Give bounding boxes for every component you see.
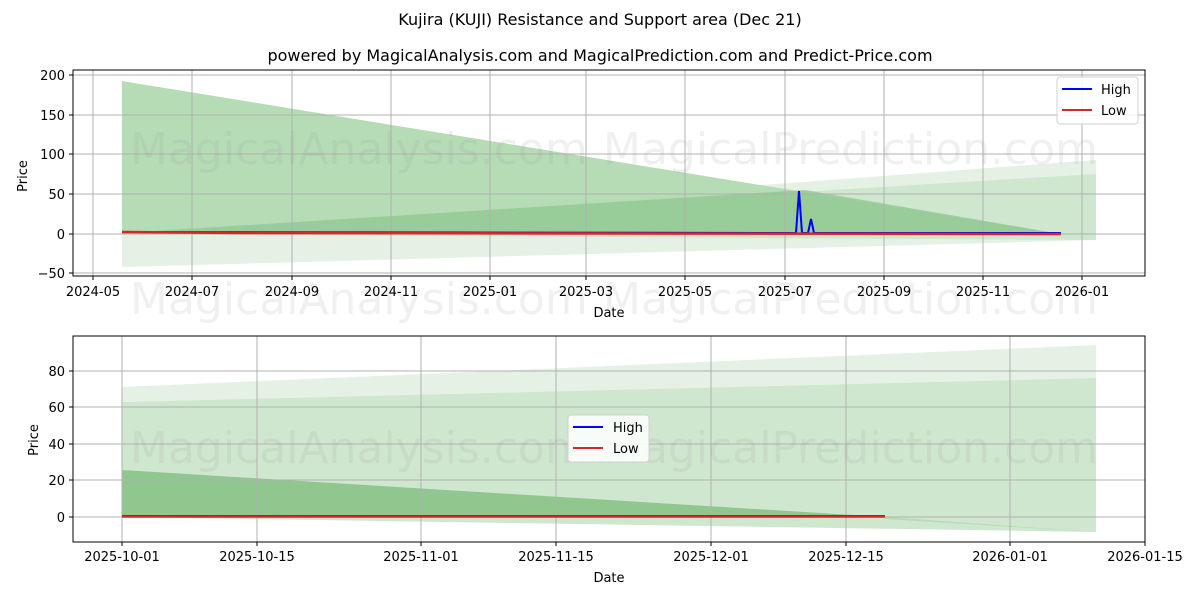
x-axis-label: Date <box>593 571 624 586</box>
legend-high-label: High <box>1101 83 1131 98</box>
series-low-line <box>121 230 1062 236</box>
x-tick-label: 2025-10-01 <box>84 550 160 565</box>
x-tick-label: 2025-12-15 <box>808 550 884 565</box>
y-tick-label: 150 <box>40 109 65 124</box>
legend-low-label: Low <box>1101 104 1127 119</box>
y-tick-label: 0 <box>57 511 65 526</box>
y-tick-label: −50 <box>38 267 65 282</box>
legend-low-label: Low <box>613 442 639 457</box>
y-tick-label: 20 <box>48 474 65 489</box>
band-dark-falling <box>122 470 885 517</box>
watermark-prediction-3: MagicalPrediction.com <box>603 423 1098 474</box>
x-tick-label: 2024-09 <box>265 285 319 300</box>
band-overlap <box>122 190 1061 234</box>
x-tick-label: 2025-10-15 <box>219 550 295 565</box>
y-tick-label: 40 <box>48 438 65 453</box>
x-tick-label: 2025-05 <box>658 285 712 300</box>
x-axis-label: Date <box>593 306 624 321</box>
x-tick-label: 2024-11 <box>364 285 418 300</box>
legend-high-label: High <box>613 421 643 436</box>
top-legend: High Low <box>1056 76 1139 125</box>
y-tick-label: 60 <box>48 401 65 416</box>
x-tick-label: 2025-01 <box>463 285 517 300</box>
y-tick-label: 100 <box>40 148 65 163</box>
x-tick-label: 2026-01-01 <box>972 550 1048 565</box>
watermark-analysis-2: MagicalAnalysis.com <box>130 274 588 325</box>
top-axes-frame <box>72 69 1146 277</box>
bottom-y-ticks: 80 60 40 20 0 <box>48 365 73 526</box>
x-tick-label: 2025-11 <box>956 285 1010 300</box>
watermark-analysis: MagicalAnalysis.com <box>130 124 588 175</box>
band-faint-upper <box>122 345 1096 402</box>
top-y-ticks: 200 150 100 50 0 −50 <box>38 69 73 282</box>
x-tick-label: 2025-11-15 <box>518 550 594 565</box>
x-tick-label: 2025-09 <box>857 285 911 300</box>
bottom-x-ticks: 2025-10-01 2025-10-15 2025-11-01 2025-11… <box>84 542 1183 565</box>
bottom-chart: MagicalAnalysis.com MagicalPrediction.co… <box>27 335 1183 586</box>
top-bands <box>122 81 1096 267</box>
y-tick-label: 200 <box>40 69 65 84</box>
watermark-prediction: MagicalPrediction.com <box>603 124 1098 175</box>
chart-subtitle: powered by MagicalAnalysis.com and Magic… <box>267 46 933 65</box>
watermark-analysis-3: MagicalAnalysis.com <box>130 423 588 474</box>
y-tick-label: 0 <box>57 228 65 243</box>
x-tick-label: 2026-01 <box>1055 285 1109 300</box>
x-tick-label: 2025-07 <box>758 285 812 300</box>
x-tick-label: 2024-07 <box>165 285 219 300</box>
y-tick-label: 80 <box>48 365 65 380</box>
top-chart: MagicalAnalysis.com MagicalPrediction.co… <box>16 69 1146 325</box>
x-tick-label: 2026-01-15 <box>1107 550 1183 565</box>
y-axis-label: Price <box>27 424 42 456</box>
watermark-prediction-2: MagicalPrediction.com <box>603 274 1098 325</box>
x-tick-label: 2025-11-01 <box>383 550 459 565</box>
bottom-axes-frame <box>72 335 1146 543</box>
y-axis-label: Price <box>16 160 31 192</box>
chart-title: Kujira (KUJI) Resistance and Support are… <box>398 10 802 29</box>
y-tick-label: 50 <box>48 188 65 203</box>
x-tick-label: 2025-12-01 <box>673 550 749 565</box>
top-x-ticks: 2024-05 2024-07 2024-09 2024-11 2025-01 … <box>66 276 1109 300</box>
x-tick-label: 2025-03 <box>559 285 613 300</box>
bottom-legend: High Low <box>567 414 650 463</box>
band-lower-extension <box>885 517 1096 532</box>
x-tick-label: 2024-05 <box>66 285 120 300</box>
